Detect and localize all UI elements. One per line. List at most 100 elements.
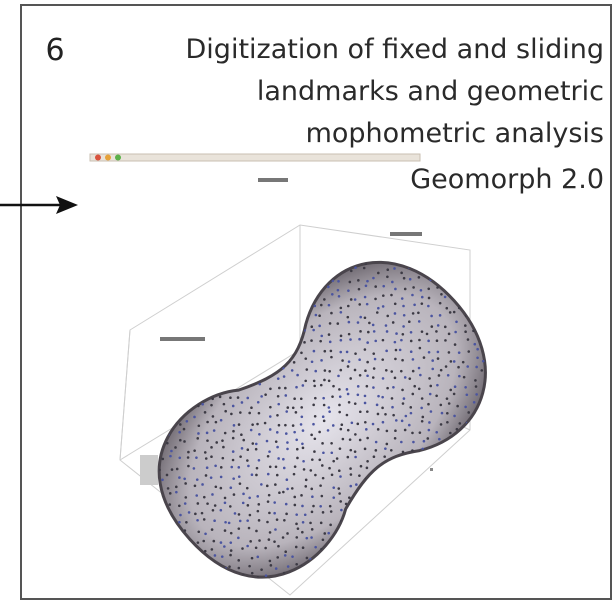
landmark	[242, 439, 245, 442]
landmark	[435, 456, 438, 459]
landmark	[485, 248, 488, 251]
landmark	[292, 424, 295, 427]
landmark	[372, 277, 375, 280]
landmark	[428, 377, 431, 380]
landmark	[512, 549, 515, 552]
landmark	[144, 527, 147, 530]
landmark	[323, 532, 326, 535]
landmark	[412, 441, 415, 444]
landmark	[239, 520, 242, 523]
landmark	[274, 528, 277, 531]
landmark	[328, 467, 331, 470]
landmark	[475, 414, 478, 417]
landmark	[489, 290, 492, 293]
landmark	[509, 262, 512, 265]
landmark	[231, 308, 234, 311]
landmark	[382, 586, 385, 589]
landmark	[159, 242, 162, 245]
landmark	[156, 485, 159, 488]
landmark	[376, 311, 379, 314]
landmark	[301, 505, 304, 508]
landmark	[330, 356, 333, 359]
landmark	[147, 572, 150, 575]
landmark	[204, 411, 207, 414]
landmark	[292, 577, 295, 580]
landmark	[513, 405, 516, 408]
landmark	[132, 459, 135, 462]
landmark	[473, 591, 476, 594]
landmark	[269, 332, 272, 335]
landmark	[475, 393, 478, 396]
landmark	[431, 504, 434, 507]
landmark	[196, 262, 199, 265]
landmark	[486, 514, 489, 517]
landmark	[359, 410, 362, 413]
landmark	[484, 325, 487, 328]
landmark	[390, 593, 393, 596]
landmark	[237, 466, 240, 469]
landmark	[240, 377, 243, 380]
landmark	[346, 351, 349, 354]
landmark	[230, 334, 233, 337]
landmark	[158, 440, 161, 443]
landmark	[439, 404, 442, 407]
landmark	[517, 460, 520, 463]
landmark	[234, 512, 237, 515]
landmark	[222, 239, 225, 242]
landmark	[287, 565, 290, 568]
landmark	[296, 457, 299, 460]
landmark	[510, 521, 513, 524]
landmark	[456, 446, 459, 449]
landmark	[467, 338, 470, 341]
landmark	[357, 563, 360, 566]
landmark	[427, 403, 430, 406]
landmark	[339, 395, 342, 398]
landmark	[175, 554, 178, 557]
landmark	[231, 268, 234, 271]
landmark	[295, 513, 298, 516]
landmark	[192, 350, 195, 353]
landmark	[211, 243, 214, 246]
landmark	[490, 340, 493, 343]
landmark	[473, 343, 476, 346]
landmark	[153, 396, 156, 399]
landmark	[331, 474, 334, 477]
landmark	[309, 522, 312, 525]
landmark	[364, 253, 367, 256]
landmark	[464, 406, 467, 409]
landmark	[153, 423, 156, 426]
landmark	[444, 271, 447, 274]
landmark	[160, 307, 163, 310]
landmark	[521, 440, 524, 443]
landmark	[349, 438, 352, 441]
landmark	[215, 485, 218, 488]
landmark	[493, 383, 496, 386]
landmark	[131, 403, 134, 406]
landmark	[214, 464, 217, 467]
landmark	[464, 593, 467, 596]
landmark	[241, 401, 244, 404]
landmark	[393, 513, 396, 516]
landmark	[518, 522, 521, 525]
landmark	[394, 341, 397, 344]
landmark	[135, 252, 138, 255]
landmark	[296, 307, 299, 310]
landmark	[449, 279, 452, 282]
landmark	[444, 458, 447, 461]
landmark	[179, 243, 182, 246]
landmark	[230, 549, 233, 552]
landmark	[438, 555, 441, 558]
landmark	[454, 569, 457, 572]
landmark	[383, 555, 386, 558]
landmark	[142, 275, 145, 278]
landmark	[228, 316, 231, 319]
landmark	[385, 248, 388, 251]
landmark	[152, 412, 155, 415]
landmark	[387, 512, 390, 515]
landmark	[386, 275, 389, 278]
landmark	[447, 547, 450, 550]
landmark	[421, 330, 424, 333]
landmark	[151, 512, 154, 515]
landmark	[192, 388, 195, 391]
landmark	[444, 555, 447, 558]
